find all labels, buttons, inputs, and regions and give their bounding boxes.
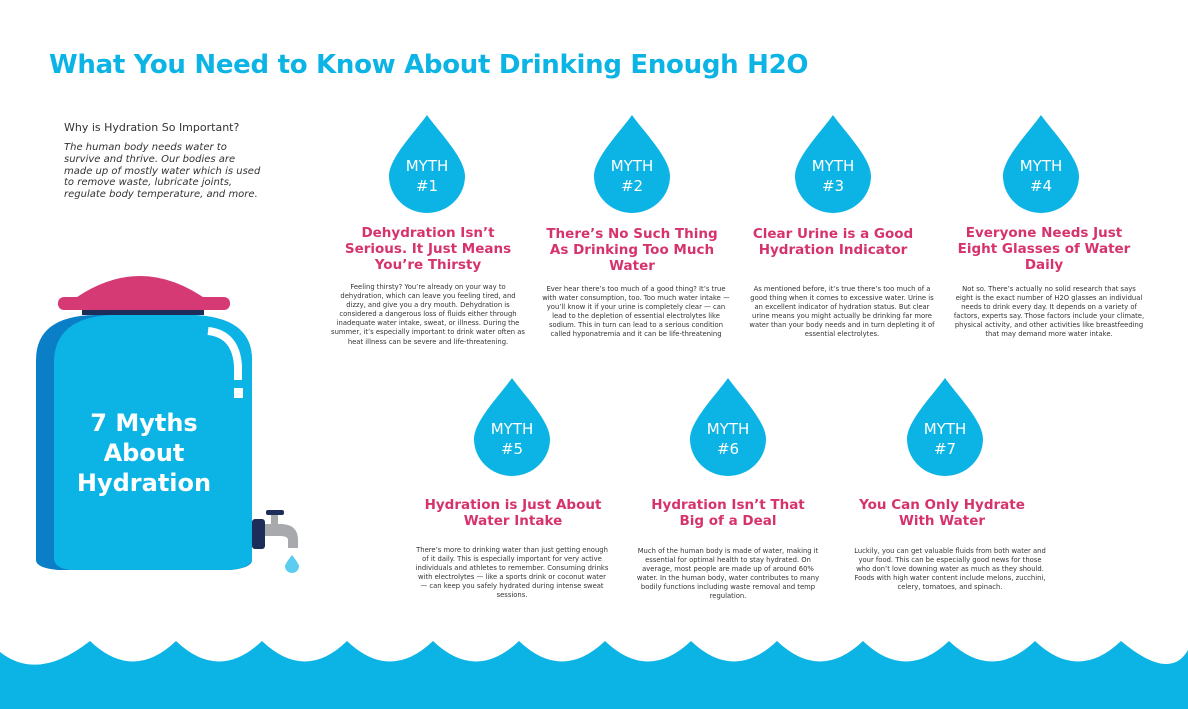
page-title: What You Need to Know About Drinking Eno…: [49, 50, 809, 80]
myth-label: MYTH: [706, 420, 750, 438]
myth-6-heading: Hydration Isn’t That Big of a Deal: [651, 497, 805, 529]
myth-4-body: Not so. There’s actually no solid resear…: [953, 285, 1145, 339]
myth-number: #1: [415, 177, 439, 195]
myth-number: #7: [933, 440, 957, 458]
myth-number: #4: [1029, 177, 1053, 195]
water-drop-icon: [907, 378, 983, 476]
myth-7-drop: MYTH #7: [905, 377, 985, 477]
myth-number: #2: [620, 177, 644, 195]
jug-title-line-2: About: [103, 439, 185, 467]
myth-4-drop: MYTH #4: [1001, 114, 1081, 214]
water-drop-icon: [690, 378, 766, 476]
myth-number: #5: [500, 440, 524, 458]
myth-5-heading: Hydration is Just About Water Intake: [424, 497, 602, 529]
myth-3-drop: MYTH #3: [793, 114, 873, 214]
water-drop-icon: [474, 378, 550, 476]
water-drop-icon: [389, 115, 465, 213]
water-drop-icon: [1003, 115, 1079, 213]
intro-body: The human body needs water to survive an…: [64, 142, 261, 201]
water-cooler-icon: [36, 276, 299, 573]
myth-5-drop: MYTH #5: [472, 377, 552, 477]
myth-1-drop: MYTH #1: [387, 114, 467, 214]
myth-2-heading: There’s No Such Thing As Drinking Too Mu…: [546, 226, 718, 274]
myth-1-body: Feeling thirsty? You’re already on your …: [331, 283, 525, 346]
myth-number: #6: [716, 440, 740, 458]
myth-4-heading: Everyone Needs Just Eight Glasses of Wat…: [957, 225, 1131, 273]
water-cooler-illustration: 7 Myths About Hydration: [0, 0, 320, 600]
myth-label: MYTH: [490, 420, 534, 438]
myth-2-body: Ever hear there’s too much of a good thi…: [542, 285, 730, 339]
water-drop-icon: [795, 115, 871, 213]
jug-title-line-1: 7 Myths: [90, 409, 198, 437]
jug-title-line-3: Hydration: [76, 469, 212, 497]
myth-label: MYTH: [610, 157, 654, 175]
myth-3-heading: Clear Urine is a Good Hydration Indicato…: [752, 226, 914, 258]
wave-footer-decoration: [0, 641, 1188, 709]
jug-title: 7 Myths About Hydration: [48, 408, 240, 498]
myth-label: MYTH: [1019, 157, 1063, 175]
myth-6-drop: MYTH #6: [688, 377, 768, 477]
myth-5-body: There’s more to drinking water than just…: [415, 546, 609, 600]
water-drop-icon: [594, 115, 670, 213]
myth-3-body: As mentioned before, it’s true there’s t…: [749, 285, 935, 339]
myth-number: #3: [821, 177, 845, 195]
myth-7-heading: You Can Only Hydrate With Water: [859, 497, 1025, 529]
myth-2-drop: MYTH #2: [592, 114, 672, 214]
myth-6-body: Much of the human body is made of water,…: [636, 547, 820, 601]
intro-heading: Why is Hydration So Important?: [64, 121, 240, 134]
myth-label: MYTH: [923, 420, 967, 438]
myth-label: MYTH: [811, 157, 855, 175]
myth-1-heading: Dehydration Isn’t Serious. It Just Means…: [344, 225, 512, 273]
myth-7-body: Luckily, you can get valuable fluids fro…: [854, 547, 1046, 592]
myth-label: MYTH: [405, 157, 449, 175]
